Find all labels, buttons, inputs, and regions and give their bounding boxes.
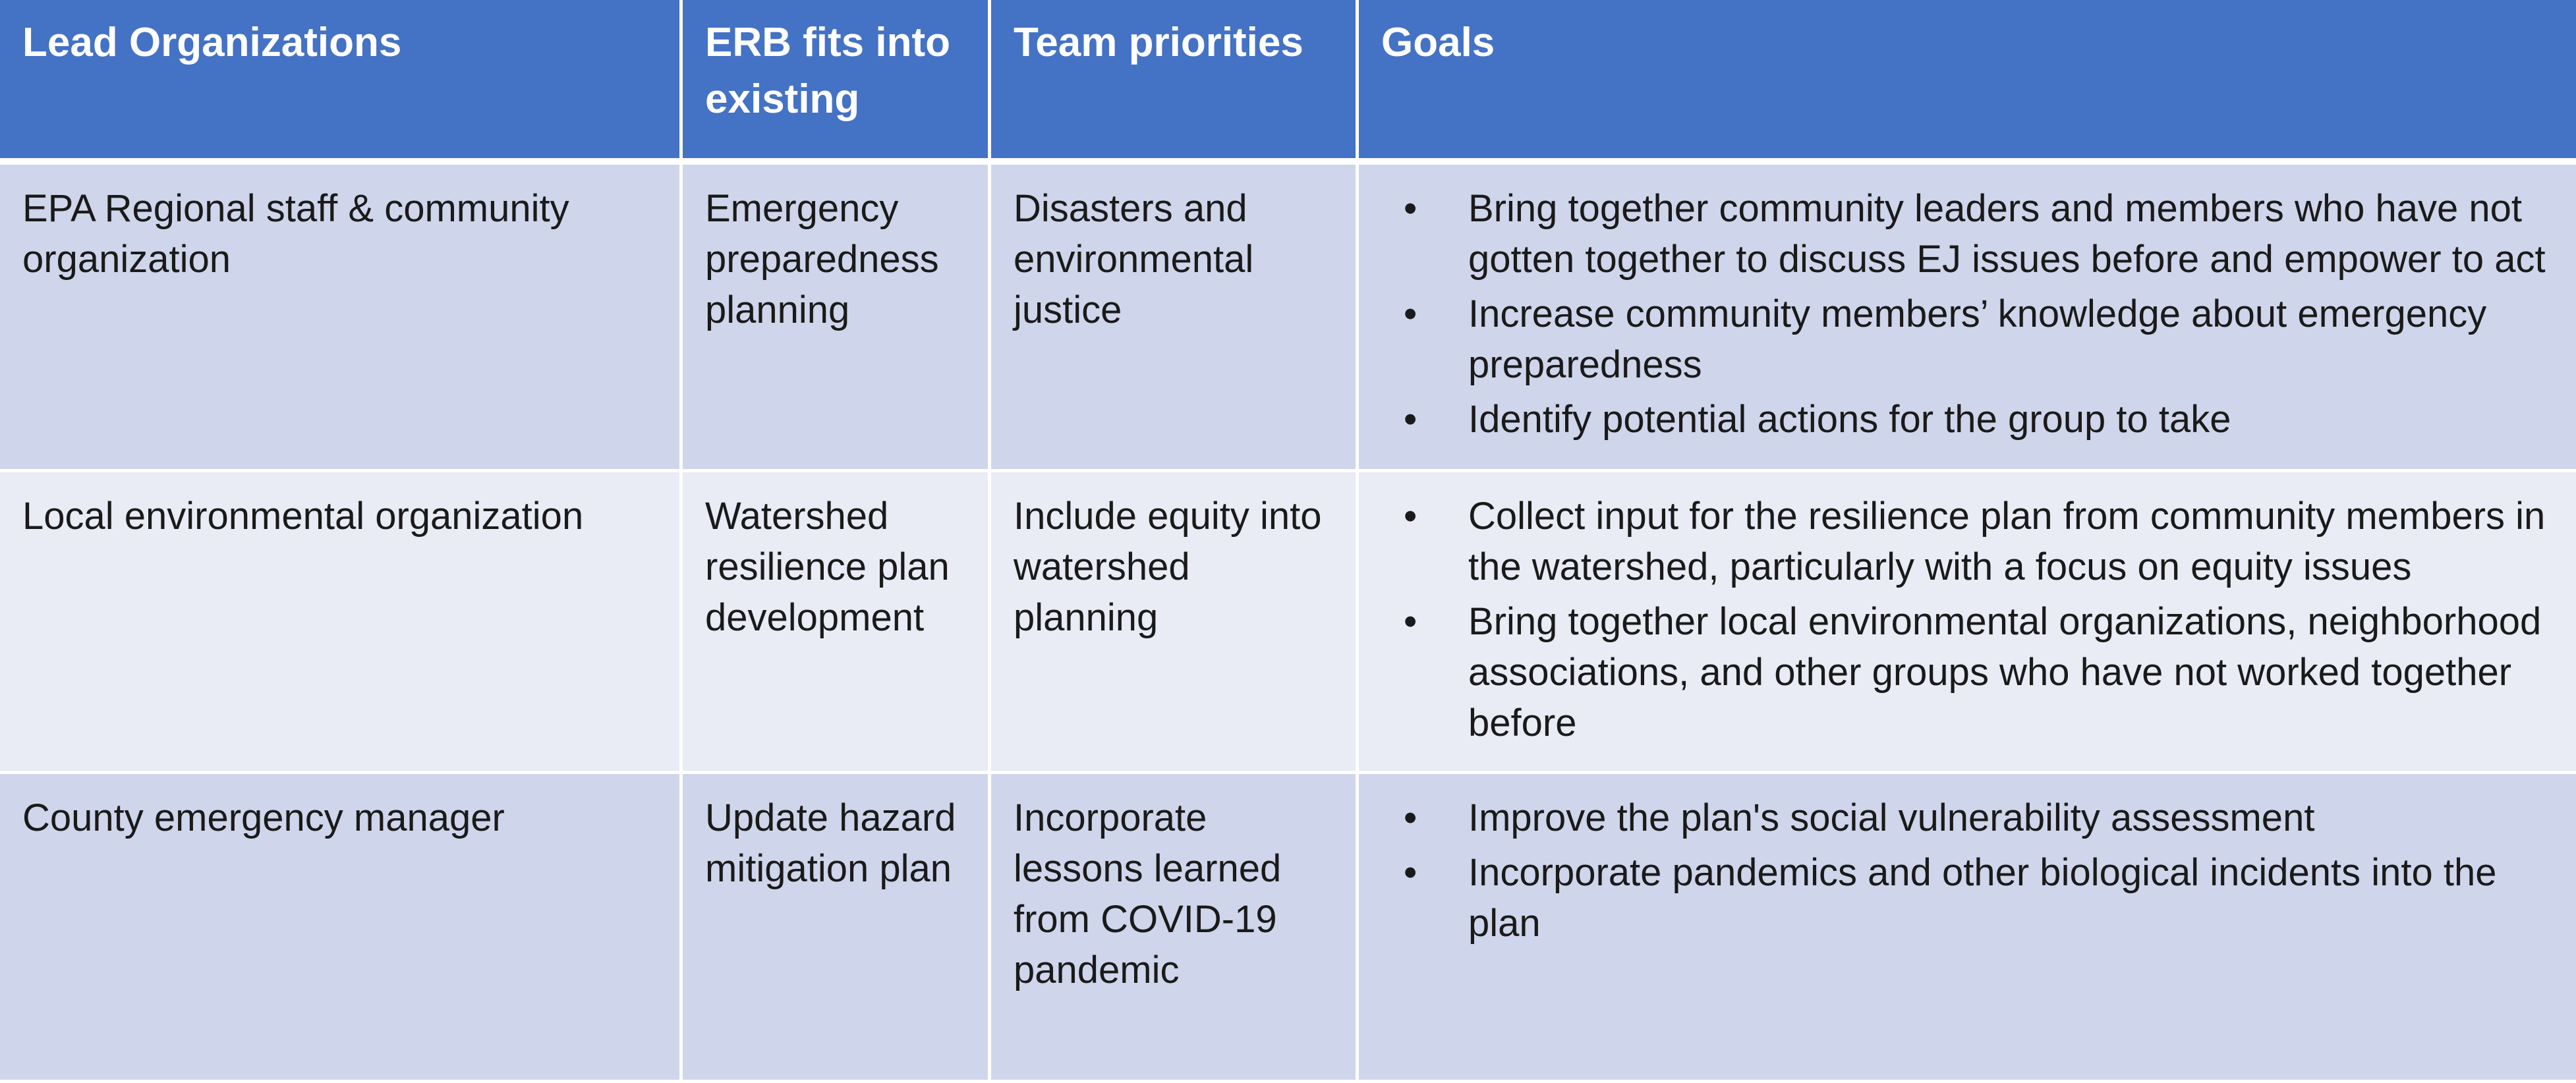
header-team-priorities: Team priorities xyxy=(991,0,1359,165)
row-2-goals: Collect input for the resilience plan fr… xyxy=(1359,472,2576,774)
row-2-goals-list: Collect input for the resilience plan fr… xyxy=(1381,491,2555,748)
header-erb-fits: ERB fits into existing xyxy=(683,0,991,165)
header-goals: Goals xyxy=(1359,0,2576,165)
list-item: Incorporate pandemics and other biologic… xyxy=(1381,847,2555,949)
list-item: Bring together community leaders and mem… xyxy=(1381,183,2555,285)
row-3-erb: Update hazard mitigation plan xyxy=(683,774,991,1083)
row-3-priority: Incorporate lessons learned from COVID-1… xyxy=(991,774,1359,1083)
row-1-goals-list: Bring together community leaders and mem… xyxy=(1381,183,2555,445)
list-item: Identify potential actions for the group… xyxy=(1381,394,2555,445)
row-1-erb: Emergency preparedness planning xyxy=(683,165,991,472)
row-1-lead: EPA Regional staff & community organizat… xyxy=(0,165,683,472)
row-3-lead: County emergency manager xyxy=(0,774,683,1083)
row-1-priority: Disasters and environmental justice xyxy=(991,165,1359,472)
header-lead-organizations: Lead Organizations xyxy=(0,0,683,165)
row-2-lead: Local environmental organization xyxy=(0,472,683,774)
list-item: Collect input for the resilience plan fr… xyxy=(1381,491,2555,592)
row-2-erb: Watershed resilience plan development xyxy=(683,472,991,774)
row-3-goals-list: Improve the plan's social vulnerability … xyxy=(1381,792,2555,949)
list-item: Increase community members’ knowledge ab… xyxy=(1381,289,2555,390)
row-1-goals: Bring together community leaders and mem… xyxy=(1359,165,2576,472)
list-item: Bring together local environmental organ… xyxy=(1381,596,2555,748)
list-item: Improve the plan's social vulnerability … xyxy=(1381,792,2555,843)
row-2-priority: Include equity into watershed planning xyxy=(991,472,1359,774)
row-3-goals: Improve the plan's social vulnerability … xyxy=(1359,774,2576,1083)
